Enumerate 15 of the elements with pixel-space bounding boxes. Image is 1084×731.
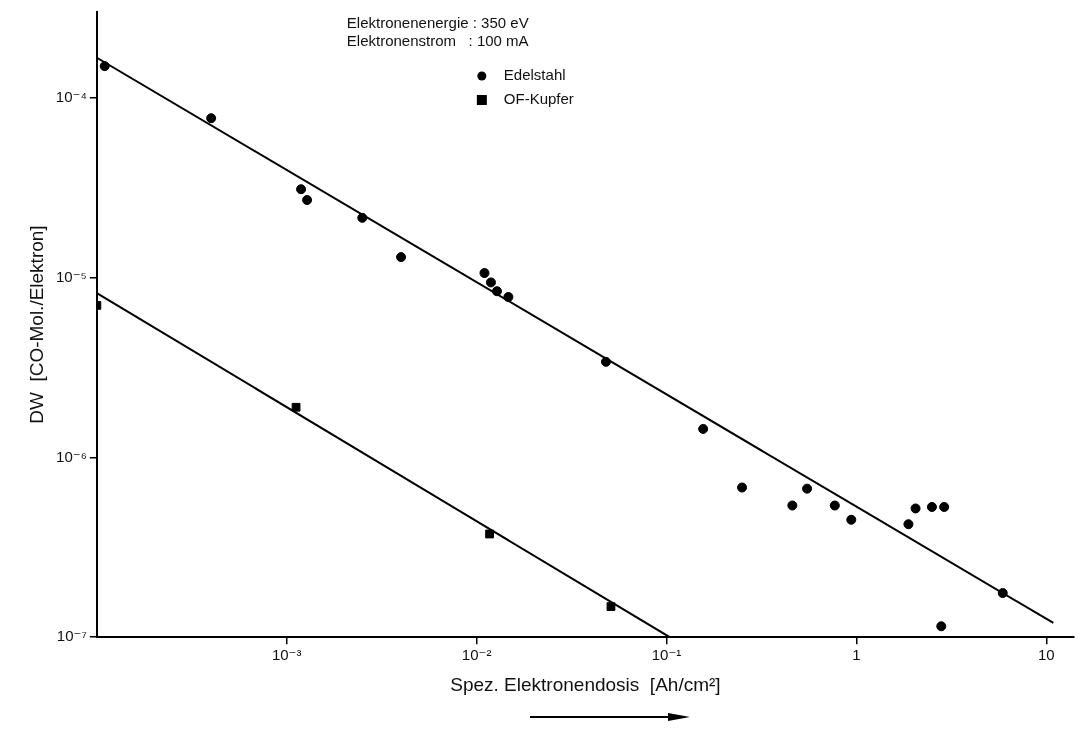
legend-label: OF-Kupfer: [503, 90, 574, 108]
x-tick-label: 1: [852, 646, 861, 664]
x-tick-label: 10⁻²: [461, 646, 492, 664]
x-tick-label: 10⁻³: [271, 646, 302, 664]
annotation: Elektronenenergie : 350 eV: [346, 14, 529, 32]
legend-label: Edelstahl: [503, 66, 566, 84]
y-axis-title: DW [CO-Mol./Elektron]: [25, 225, 47, 424]
x-axis-title: Spez. Elektronendosis [Ah/cm²]: [450, 673, 721, 695]
y-tick-label: 10⁻⁷: [56, 627, 87, 645]
annotation: Elektronenstrom : 100 mA: [346, 32, 529, 50]
y-tick-label: 10⁻⁴: [55, 87, 87, 105]
y-tick-label: 10⁻⁶: [56, 447, 87, 465]
x-tick-label: 10⁻¹: [651, 646, 682, 664]
x-tick-label: 10: [1037, 646, 1055, 664]
y-tick-label: 10⁻⁵: [56, 267, 87, 285]
